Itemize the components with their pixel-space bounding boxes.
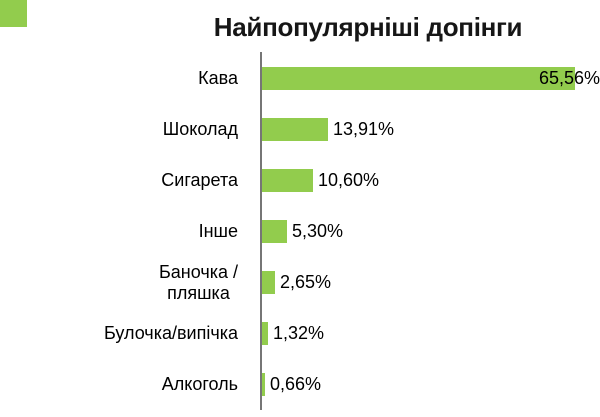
- bar-rows: Кава 65,56% Шоколад 13,91% Сигарета 10,60% Інш…: [0, 53, 600, 410]
- bar: [262, 220, 287, 243]
- value-label: 0,66%: [270, 374, 322, 394]
- category-label: Інше: [0, 206, 250, 257]
- bar-zone: 65,56%: [260, 53, 600, 104]
- bar: [262, 169, 313, 192]
- category-label: Кава: [0, 53, 250, 104]
- category-label-text: Інше: [198, 221, 238, 241]
- category-label-text: Алкоголь: [161, 374, 238, 394]
- value-label: 5,30%: [292, 221, 344, 241]
- chart-row: Кава 65,56%: [0, 53, 600, 104]
- category-label: Сигарета: [0, 155, 250, 206]
- chart-row: Баночка / пляшка 2,65%: [0, 257, 600, 308]
- chart-row: Булочка/випічка 1,32%: [0, 308, 600, 359]
- bar-zone: 0,66%: [260, 359, 600, 410]
- category-label: Баночка / пляшка: [0, 257, 250, 308]
- category-label-text: Булочка/випічка: [103, 323, 238, 343]
- bar-zone: 1,32%: [260, 308, 600, 359]
- bar-zone: 2,65%: [260, 257, 600, 308]
- category-label-text: Баночка / пляшка: [158, 261, 238, 303]
- bar: [262, 67, 575, 90]
- value-label: 65,56%: [538, 68, 600, 88]
- chart-row: Сигарета 10,60%: [0, 155, 600, 206]
- bar: [262, 322, 268, 345]
- category-label: Булочка/випічка: [0, 308, 250, 359]
- value-label: 2,65%: [280, 272, 332, 292]
- bar: [262, 373, 265, 396]
- value-label: 10,60%: [318, 170, 380, 190]
- bar-zone: 13,91%: [260, 104, 600, 155]
- chart-row: Шоколад 13,91%: [0, 104, 600, 155]
- bar: [262, 118, 328, 141]
- bar-zone: 5,30%: [260, 206, 600, 257]
- category-label-text: Сигарета: [161, 170, 238, 190]
- chart-row: Інше 5,30%: [0, 206, 600, 257]
- bar: [262, 271, 275, 294]
- value-label: 13,91%: [333, 119, 395, 139]
- category-label-text: Кава: [198, 68, 238, 88]
- chart-row: Алкоголь 0,66%: [0, 359, 600, 410]
- value-label: 1,32%: [273, 323, 325, 343]
- corner-mark-decoration: [0, 0, 27, 27]
- chart-title: Найпопулярніші допінги: [213, 12, 523, 42]
- bar-zone: 10,60%: [260, 155, 600, 206]
- category-label: Алкоголь: [0, 359, 250, 410]
- y-axis-line: [260, 52, 262, 410]
- category-label-text: Шоколад: [162, 119, 238, 139]
- category-label: Шоколад: [0, 104, 250, 155]
